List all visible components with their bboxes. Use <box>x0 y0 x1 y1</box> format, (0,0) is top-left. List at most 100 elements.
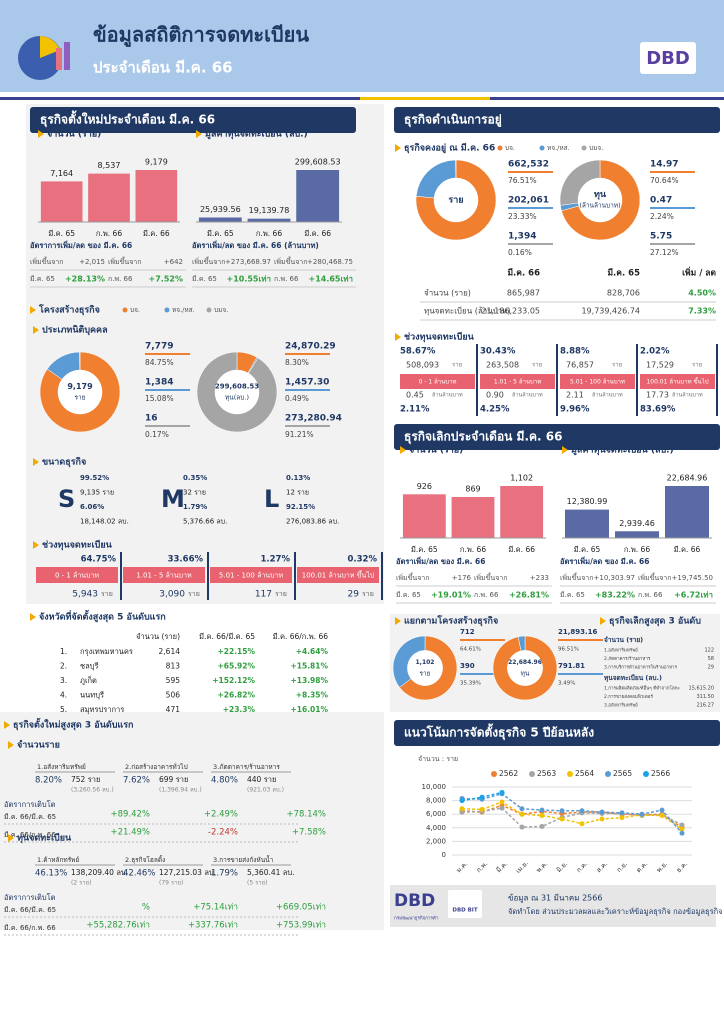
growth-value: +2.49% <box>204 810 238 820</box>
subtitle: แยกตามโครงสร้างธุรกิจ <box>404 615 498 627</box>
value-label: 0.47 <box>650 196 672 206</box>
growth-value: +6.72เท่า <box>674 591 713 600</box>
donut-center: 1,102 <box>416 659 435 666</box>
range-capital: 2.11 <box>566 391 584 400</box>
growth-label: เพิ่มขึ้นจาก <box>396 571 429 582</box>
range-count: 5,943 <box>72 590 98 600</box>
size-line: 18,148.02 ลบ. <box>80 518 129 526</box>
growth-label: เพิ่มขึ้นจาก <box>108 255 141 266</box>
axis-title: จำนวน : ราย <box>418 755 458 763</box>
range-unit: ล้านล้านบาท <box>512 392 543 399</box>
growth-label: มี.ค. 65 <box>560 591 585 599</box>
growth-value: +337.76เท่า <box>188 921 238 931</box>
range-unit: ราย <box>532 362 542 369</box>
item-percent: 42.46% <box>123 869 155 879</box>
legend-dot <box>491 771 497 777</box>
range-label: 0 - 1 ล้านบาท <box>55 572 99 580</box>
percent-label: 84.75% <box>145 358 174 367</box>
item-name: 1.การผลิตผลิตภัณฑ์อื่นๆ ที่ทำจากโลหะ <box>604 685 680 692</box>
bit-box <box>448 890 482 918</box>
subtitle: ทุนจดทะเบียน <box>17 833 72 844</box>
value-label: 7,164 <box>50 169 73 178</box>
legend-label: บมจ. <box>589 144 603 152</box>
stripe <box>0 97 360 100</box>
growth-value: +753.99เท่า <box>276 921 326 931</box>
range-chip <box>210 567 292 583</box>
legend-dot <box>605 771 611 777</box>
donut-center: ราย <box>420 670 431 678</box>
bullet <box>395 617 401 625</box>
line-point <box>539 807 545 813</box>
province: นนทบุรี <box>80 691 104 700</box>
percent-label: 76.51% <box>508 176 537 185</box>
growth-value: +89.42% <box>110 810 150 820</box>
category-label: มี.ค. 66 <box>143 229 170 238</box>
line-point <box>459 798 465 804</box>
item-percent: 4.80% <box>211 776 238 786</box>
growth-label: มี.ค. 65 <box>30 275 55 283</box>
growth-title: อัตราเพิ่ม/ลด ของ มี.ค. 66 <box>396 555 486 566</box>
donut-hole <box>434 178 478 222</box>
section-header <box>394 720 720 746</box>
category-label: มี.ค. 65 <box>48 229 75 238</box>
line-series <box>461 804 683 829</box>
value-label: 1,394 <box>508 232 536 242</box>
subtitle: ธุรกิจเลิกสูงสุด 3 อันดับ <box>609 616 701 627</box>
line-point <box>679 830 685 836</box>
x-tick-label: ส.ค. <box>595 860 609 874</box>
growth-label: มี.ค. 65 <box>192 275 217 283</box>
line-point <box>499 805 505 811</box>
donut-hole <box>578 178 622 222</box>
section-title: ธุรกิจเลิกประจำเดือน มี.ค. 66 <box>404 430 562 445</box>
value-label: 299,608.53 <box>295 158 341 167</box>
range-unit: ราย <box>101 590 113 598</box>
percent-label: 0.17% <box>145 430 169 439</box>
range-percent: 83.69% <box>640 405 676 415</box>
range-label: 100.01 ล้านบาท ขึ้นไป <box>302 569 375 580</box>
footer-org: กรมพัฒนาธุรกิจการค้า <box>394 916 439 922</box>
growth-label: มี.ค. 66/มี.ค. 65 <box>4 906 56 914</box>
range-percent: 9.96% <box>560 405 590 415</box>
legend-label: 2564 <box>575 769 594 778</box>
bullet <box>600 617 606 625</box>
growth-label: มี.ค. 66/ก.พ. 66 <box>4 831 56 839</box>
range-chip <box>480 374 555 389</box>
x-tick-label: ก.ค. <box>575 860 589 874</box>
line-point <box>559 816 565 822</box>
x-tick-label: มี.ค. <box>495 860 510 875</box>
item-main: 138,209.40 ลบ. <box>71 868 128 877</box>
donut-center: 9,179 <box>67 382 93 391</box>
y-tick-label: 10,000 <box>422 783 447 791</box>
range-capital: 17.73 <box>646 391 669 400</box>
line-point <box>539 813 545 819</box>
range-unit: ล้านล้านบาท <box>672 392 703 399</box>
value-label: 1,384 <box>145 378 173 388</box>
line-point <box>599 809 605 815</box>
line-point <box>619 815 625 821</box>
item-value: 29 <box>708 665 714 671</box>
line-point <box>519 806 525 812</box>
size-letter: L <box>264 485 279 513</box>
range-unit: ราย <box>692 362 702 369</box>
value-label: 712 <box>460 628 475 636</box>
table-cell: +22.15% <box>217 647 255 656</box>
table-cell: +8.35% <box>296 691 329 700</box>
y-tick-label: 6,000 <box>426 810 446 818</box>
growth-label: เพิ่มขึ้นจาก <box>474 571 507 582</box>
subtitle: ประเภทนิติบุคคล <box>42 325 108 336</box>
rank: 5. <box>60 705 67 714</box>
item-name: 1.อสังหาริมทรัพย์ <box>604 647 638 654</box>
growth-value: +669.05เท่า <box>276 903 326 913</box>
item-name: 3.การบริการด้านอาหารในร้านอาหาร <box>604 665 678 671</box>
table-header: เพิ่ม / ลด <box>682 266 716 279</box>
growth-label: มี.ค. 65 <box>396 591 421 599</box>
growth-label: เพิ่มขึ้นจาก <box>560 571 593 582</box>
category-label: มี.ค. 65 <box>574 545 601 554</box>
value-label: 1,457.30 <box>285 378 329 388</box>
range-percent: 4.25% <box>480 405 510 415</box>
range-unit: ราย <box>188 590 200 598</box>
donut-center: (ล้านล้านบาท) <box>579 202 620 210</box>
growth-value: +273,668.97 <box>225 258 271 266</box>
range-percent: 2.11% <box>400 405 430 415</box>
table-cell: 813 <box>166 662 181 671</box>
